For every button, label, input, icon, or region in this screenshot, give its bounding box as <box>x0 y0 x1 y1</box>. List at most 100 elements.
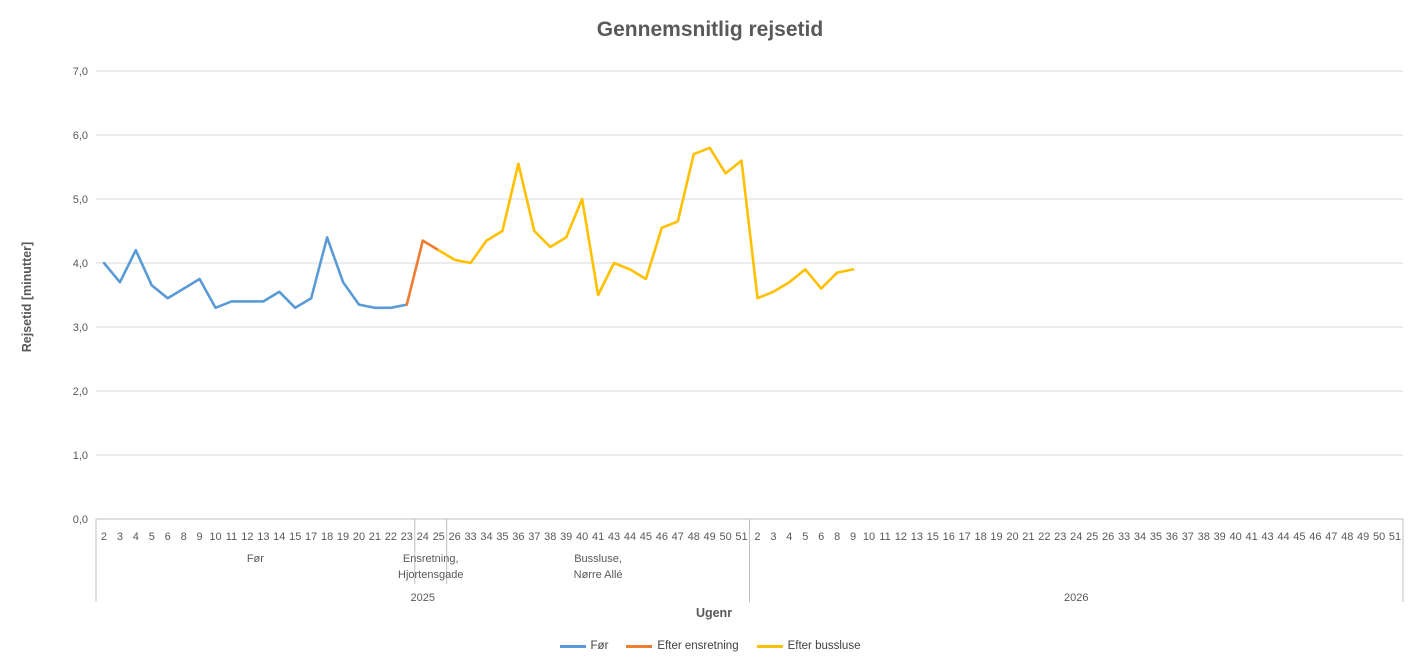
legend-item-efter-ensretning: Efter ensretning <box>626 640 739 652</box>
period-group-label: Hjortensgade <box>398 569 463 581</box>
x-category-label: 5 <box>149 531 155 543</box>
x-category-label: 9 <box>850 531 856 543</box>
x-category-label: 11 <box>879 531 890 543</box>
y-tick-label: 6,0 <box>73 130 88 142</box>
x-category-label: 19 <box>990 531 1002 543</box>
x-category-label: 9 <box>197 531 203 543</box>
x-category-label: 19 <box>337 531 349 543</box>
x-category-label: 18 <box>321 531 333 543</box>
x-category-label: 39 <box>1214 531 1226 543</box>
x-category-label: 11 <box>226 531 237 543</box>
x-category-label: 22 <box>1038 531 1050 543</box>
x-category-label: 4 <box>133 531 139 543</box>
x-category-label: 40 <box>1230 531 1242 543</box>
x-category-label: 20 <box>353 531 365 543</box>
x-category-label: 13 <box>257 531 269 543</box>
x-category-label: 17 <box>305 531 317 543</box>
x-category-label: 21 <box>369 531 381 543</box>
x-category-label: 45 <box>640 531 652 543</box>
x-category-label: 40 <box>576 531 588 543</box>
x-category-label: 26 <box>1102 531 1114 543</box>
y-tick-label: 7,0 <box>73 66 88 78</box>
x-category-label: 23 <box>401 531 413 543</box>
x-category-label: 20 <box>1006 531 1018 543</box>
x-category-label: 2 <box>101 531 107 543</box>
year-label: 2026 <box>1064 592 1088 604</box>
x-category-label: 50 <box>1373 531 1385 543</box>
x-category-label: 46 <box>656 531 668 543</box>
x-category-label: 49 <box>1357 531 1369 543</box>
x-category-label: 12 <box>895 531 907 543</box>
legend: Før Efter ensretning Efter bussluse <box>0 640 1420 652</box>
x-category-label: 33 <box>464 531 476 543</box>
legend-item-efter-bussluse: Efter bussluse <box>756 640 861 652</box>
legend-label: Efter ensretning <box>657 640 739 652</box>
x-category-label: 36 <box>1166 531 1178 543</box>
y-tick-label: 5,0 <box>73 194 88 206</box>
x-category-label: 14 <box>273 531 285 543</box>
x-category-label: 38 <box>544 531 556 543</box>
x-category-label: 6 <box>165 531 171 543</box>
period-group-label: Før <box>247 553 264 565</box>
x-axis-title: Ugenr <box>695 606 733 620</box>
y-tick-label: 4,0 <box>73 258 88 270</box>
legend-label: Før <box>590 640 609 652</box>
x-category-label: 44 <box>624 531 636 543</box>
x-category-label: 3 <box>117 531 123 543</box>
x-category-label: 35 <box>496 531 508 543</box>
y-tick-label: 2,0 <box>73 386 88 398</box>
legend-item-f-r: Før <box>559 640 609 652</box>
x-category-label: 13 <box>911 531 923 543</box>
period-group-label: Ensretning, <box>403 553 459 565</box>
x-category-label: 25 <box>433 531 445 543</box>
x-category-label: 24 <box>1070 531 1082 543</box>
x-category-label: 46 <box>1309 531 1321 543</box>
x-category-label: 43 <box>1261 531 1273 543</box>
y-tick-label: 0,0 <box>73 514 88 526</box>
x-category-label: 8 <box>181 531 187 543</box>
x-category-label: 33 <box>1118 531 1130 543</box>
x-category-label: 47 <box>1325 531 1337 543</box>
period-group-label: Nørre Allé <box>574 569 623 581</box>
x-category-label: 51 <box>1389 531 1401 543</box>
x-category-label: 49 <box>704 531 716 543</box>
x-category-label: 38 <box>1198 531 1210 543</box>
x-category-label: 16 <box>943 531 955 543</box>
x-category-label: 12 <box>241 531 253 543</box>
x-category-label: 51 <box>735 531 747 543</box>
period-group-label: Bussluse, <box>574 553 622 565</box>
x-category-label: 34 <box>1134 531 1146 543</box>
x-category-label: 15 <box>289 531 301 543</box>
x-category-label: 39 <box>560 531 572 543</box>
x-category-label: 37 <box>528 531 540 543</box>
x-category-label: 41 <box>592 531 604 543</box>
x-category-label: 18 <box>974 531 986 543</box>
legend-line-swatch <box>626 644 653 648</box>
x-category-label: 48 <box>688 531 700 543</box>
x-category-label: 47 <box>672 531 684 543</box>
y-tick-label: 3,0 <box>73 322 88 334</box>
series-line-efter-ensretning <box>405 239 441 306</box>
legend-line-swatch <box>559 644 586 648</box>
x-category-label: 3 <box>770 531 776 543</box>
x-category-label: 26 <box>449 531 461 543</box>
legend-line-swatch <box>756 644 783 648</box>
legend-label: Efter bussluse <box>787 640 861 652</box>
x-category-label: 15 <box>927 531 939 543</box>
y-axis-title: Rejsetid [minutter] <box>20 241 34 353</box>
x-category-label: 22 <box>385 531 397 543</box>
x-category-label: 8 <box>834 531 840 543</box>
year-label: 2025 <box>411 592 435 604</box>
x-category-label: 21 <box>1022 531 1034 543</box>
x-category-label: 25 <box>1086 531 1098 543</box>
x-category-label: 43 <box>608 531 620 543</box>
y-tick-label: 1,0 <box>73 450 88 462</box>
x-category-label: 4 <box>786 531 792 543</box>
x-category-label: 41 <box>1245 531 1257 543</box>
x-category-label: 44 <box>1277 531 1289 543</box>
x-category-label: 10 <box>209 531 221 543</box>
x-category-label: 48 <box>1341 531 1353 543</box>
x-category-label: 35 <box>1150 531 1162 543</box>
x-category-label: 23 <box>1054 531 1066 543</box>
